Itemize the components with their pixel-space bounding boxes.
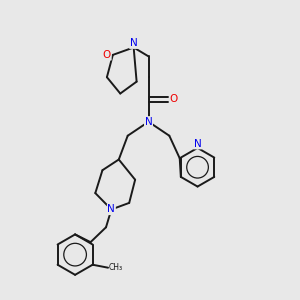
Text: N: N xyxy=(194,139,201,149)
Text: N: N xyxy=(107,204,115,214)
Text: CH₃: CH₃ xyxy=(109,263,123,272)
Text: N: N xyxy=(145,117,152,127)
Text: O: O xyxy=(103,50,111,60)
Text: N: N xyxy=(130,38,137,48)
Text: O: O xyxy=(170,94,178,104)
